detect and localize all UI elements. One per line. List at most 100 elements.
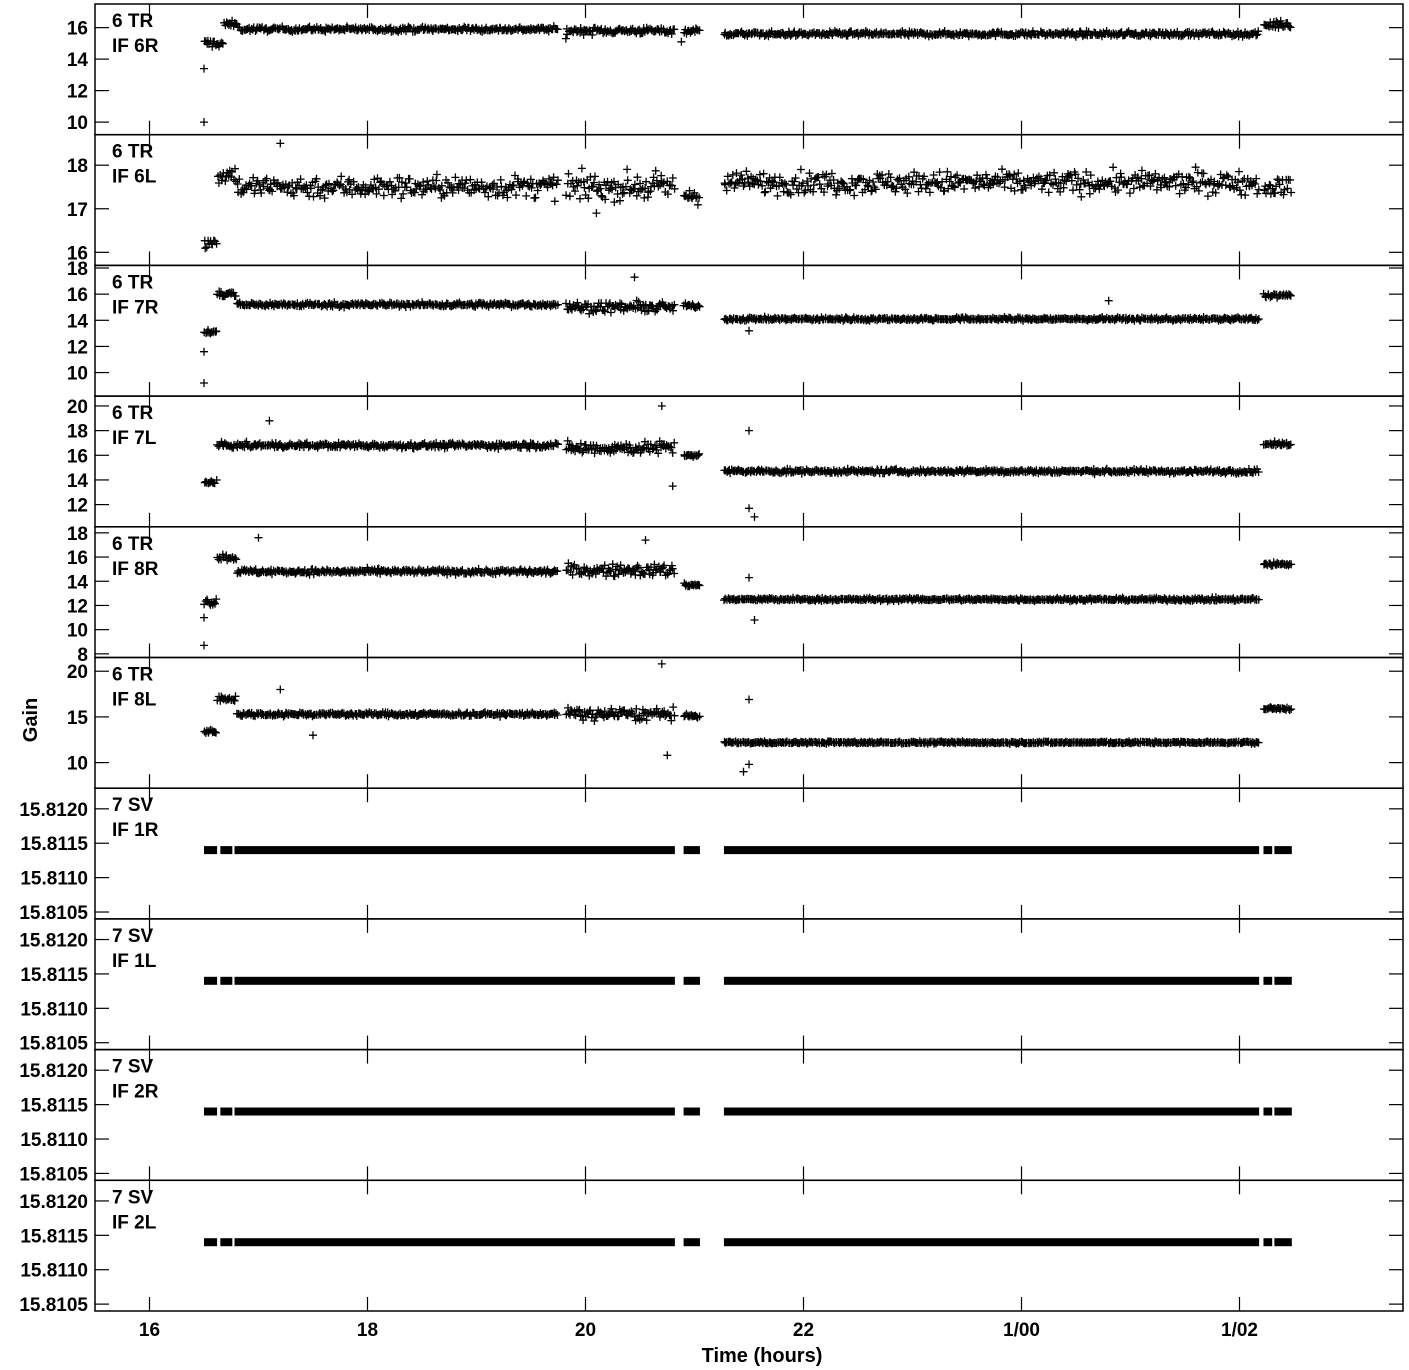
data-point [217, 38, 226, 47]
data-point [552, 180, 561, 189]
data-point [760, 188, 769, 197]
data-point [348, 190, 357, 199]
data-point [971, 184, 980, 193]
y-tick-label: 18 [67, 259, 88, 280]
data-point [1095, 185, 1104, 194]
data-point [801, 186, 810, 195]
y-tick-label: 10 [67, 621, 88, 642]
data-point [1221, 181, 1230, 190]
data-point [1037, 185, 1046, 194]
y-tick-label: 16 [67, 548, 88, 569]
data-point [249, 173, 258, 182]
data-point [904, 172, 913, 181]
data-point [867, 187, 876, 196]
data-point [637, 306, 646, 315]
data-point [1074, 174, 1083, 183]
data-point [822, 170, 831, 179]
data-point [1059, 183, 1068, 192]
data-point [578, 448, 587, 457]
data-point [637, 185, 645, 194]
data-point [618, 189, 627, 198]
data-point [722, 186, 731, 195]
y-tick-label: 16 [67, 19, 88, 40]
data-point [576, 194, 584, 203]
data-point [1145, 171, 1154, 180]
data-point [938, 177, 947, 186]
data-point [253, 176, 262, 185]
data-point [925, 188, 934, 197]
data-point-outlier [561, 34, 570, 43]
data-point [1199, 169, 1208, 178]
y-tick-label: 17 [67, 200, 88, 221]
data-point [568, 441, 576, 450]
data-point [982, 170, 990, 179]
data-point [221, 177, 230, 185]
data-point [212, 327, 221, 336]
data-point [1106, 177, 1115, 186]
data-point [401, 179, 410, 188]
data-point-outlier [745, 504, 753, 513]
data-point [1276, 16, 1285, 25]
data-point [721, 180, 730, 189]
data-point [693, 200, 702, 209]
y-tick-label: 16 [67, 285, 88, 306]
data-point [606, 567, 615, 576]
data-point [218, 39, 227, 48]
data-point [410, 188, 419, 197]
data-point [634, 297, 643, 306]
data-point-outlier [200, 347, 208, 356]
data-point [591, 172, 599, 181]
y-tick-label: 10 [67, 364, 88, 385]
data-point [623, 165, 632, 174]
data-point [553, 300, 562, 309]
data-point-outlier [750, 512, 759, 521]
data-point [790, 313, 799, 322]
data-point [1194, 186, 1203, 195]
y-tick-label: 14 [67, 572, 89, 593]
data-point [960, 185, 969, 193]
data-point [1077, 192, 1086, 201]
data-point [668, 564, 677, 573]
data-point [573, 298, 582, 307]
data-point [212, 239, 221, 248]
data-point [437, 181, 446, 190]
data-point [1254, 468, 1263, 476]
data-point [397, 194, 406, 203]
data-point [1286, 440, 1295, 449]
data-point [584, 194, 593, 203]
data-point [600, 307, 609, 316]
panel-label-station: 6 TR [112, 11, 153, 32]
y-tick-label: 12 [67, 337, 88, 358]
data-point [358, 185, 367, 194]
data-point [695, 26, 704, 35]
panel-label-station: 6 TR [112, 142, 153, 163]
data-point [670, 25, 679, 34]
data-point [1191, 163, 1200, 172]
data-point [832, 190, 841, 199]
y-tick-label: 20 [67, 397, 88, 418]
data-point [1286, 291, 1295, 300]
data-point [632, 296, 641, 305]
data-point [1000, 183, 1009, 192]
data-point [1249, 178, 1258, 187]
data-point [526, 175, 535, 184]
y-tick-label: 18 [67, 524, 88, 545]
data-point [668, 174, 677, 182]
data-point [975, 182, 984, 191]
data-point [1148, 177, 1157, 186]
data-point [791, 174, 800, 182]
data-point [670, 569, 679, 578]
data-point [489, 185, 497, 194]
data-point [769, 178, 778, 187]
data-point [761, 187, 770, 196]
data-point [639, 302, 648, 311]
data-point [608, 185, 616, 194]
data-point [1214, 182, 1223, 191]
data-point-outlier [200, 379, 208, 387]
data-point [579, 446, 588, 455]
data-point [374, 185, 383, 194]
data-point [1254, 315, 1263, 323]
data-point [509, 181, 518, 190]
